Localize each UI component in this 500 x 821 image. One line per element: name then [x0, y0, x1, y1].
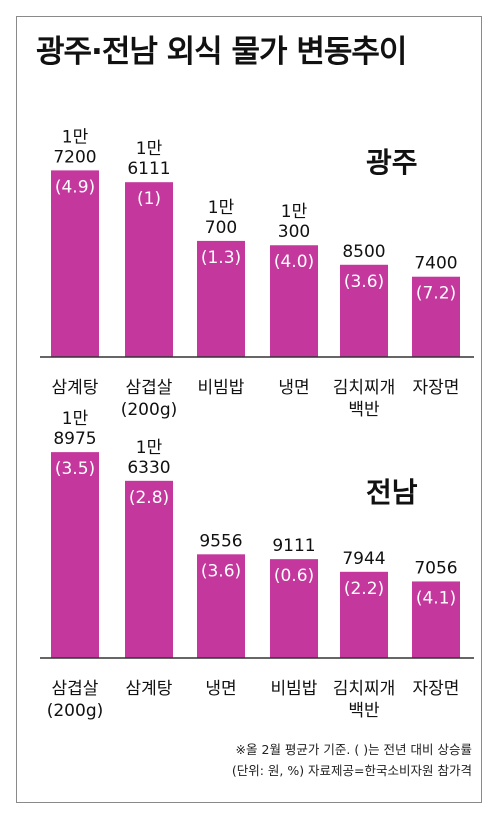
category-label: 비빔밥	[271, 679, 318, 699]
value-label: 1만	[136, 139, 163, 159]
rate-label: (7.2)	[416, 284, 456, 304]
rate-label: (3.5)	[55, 459, 95, 479]
value-label: 9111	[272, 536, 315, 556]
rate-label: (2.8)	[129, 488, 169, 508]
category-label: 삼겹살	[52, 679, 99, 699]
bar	[412, 276, 460, 357]
bar	[197, 554, 245, 658]
rate-label: (3.6)	[344, 272, 384, 292]
value-label: 700	[205, 218, 237, 238]
bar	[412, 581, 460, 658]
value-label: 1만	[281, 202, 308, 222]
value-label: 7400	[414, 254, 457, 274]
bar	[340, 571, 388, 658]
region-label: 광주	[366, 146, 418, 179]
category-label: 냉면	[278, 378, 309, 398]
value-label: 8500	[342, 242, 385, 262]
value-label: 7056	[414, 558, 457, 578]
value-label: 6330	[127, 458, 170, 478]
footnote-line-1: ※올 2월 평균가 기준. ( )는 전년 대비 상승률	[235, 742, 472, 757]
rate-label: (3.6)	[201, 561, 241, 581]
rate-label: (0.6)	[274, 566, 314, 586]
value-label: 1만	[62, 409, 89, 429]
bar	[197, 240, 245, 357]
chart-frame	[16, 16, 482, 803]
value-label: 1만	[62, 127, 89, 147]
bar	[340, 264, 388, 357]
region-label: 전남	[366, 476, 418, 509]
value-label: 6111	[127, 159, 170, 179]
value-label: 300	[278, 222, 310, 242]
chart-panel-2: 전남(3.5)1만8975삼겹살(200g)(2.8)1만6330삼계탕(3.6…	[40, 409, 474, 721]
category-label: 김치찌개	[333, 679, 396, 699]
category-label: 백반	[348, 400, 380, 420]
category-label: 삼계탕	[52, 378, 99, 398]
rate-label: (4.0)	[274, 252, 314, 272]
rate-label: (4.9)	[55, 177, 95, 197]
chart-title: 광주·전남 외식 물가 변동추이	[36, 34, 407, 70]
footnote-line-2: (단위: 원, %) 자료제공=한국소비자원 참가격	[231, 763, 472, 778]
rate-label: (1)	[137, 189, 161, 209]
bar	[270, 559, 318, 658]
category-label: 자장면	[413, 679, 460, 699]
footnote: ※올 2월 평균가 기준. ( )는 전년 대비 상승률 (단위: 원, %) …	[232, 739, 472, 781]
bar	[51, 452, 99, 658]
bar	[125, 182, 173, 357]
rate-label: (4.1)	[416, 588, 456, 608]
value-label: 9556	[199, 531, 242, 551]
value-label: 1만	[208, 198, 235, 218]
rate-label: (1.3)	[201, 248, 241, 268]
value-label: 7944	[342, 549, 385, 569]
value-label: 7200	[53, 147, 96, 167]
category-label: (200g)	[47, 701, 104, 721]
category-label: 자장면	[413, 378, 460, 398]
category-label: (200g)	[121, 400, 178, 420]
value-label: 8975	[53, 429, 96, 449]
bar	[51, 170, 99, 357]
rate-label: (2.2)	[344, 579, 384, 599]
bar	[270, 245, 318, 357]
category-label: 냉면	[205, 679, 236, 699]
bar	[125, 480, 173, 658]
value-label: 1만	[136, 438, 163, 458]
category-label: 삼겹살	[126, 378, 173, 398]
category-label: 김치찌개	[333, 378, 396, 398]
category-label: 백반	[348, 701, 380, 721]
chart-panel-1: 광주(4.9)1만7200삼계탕(1)1만6111삼겹살(200g)(1.3)1…	[40, 127, 474, 420]
category-label: 삼계탕	[126, 679, 173, 699]
category-label: 비빔밥	[198, 378, 245, 398]
